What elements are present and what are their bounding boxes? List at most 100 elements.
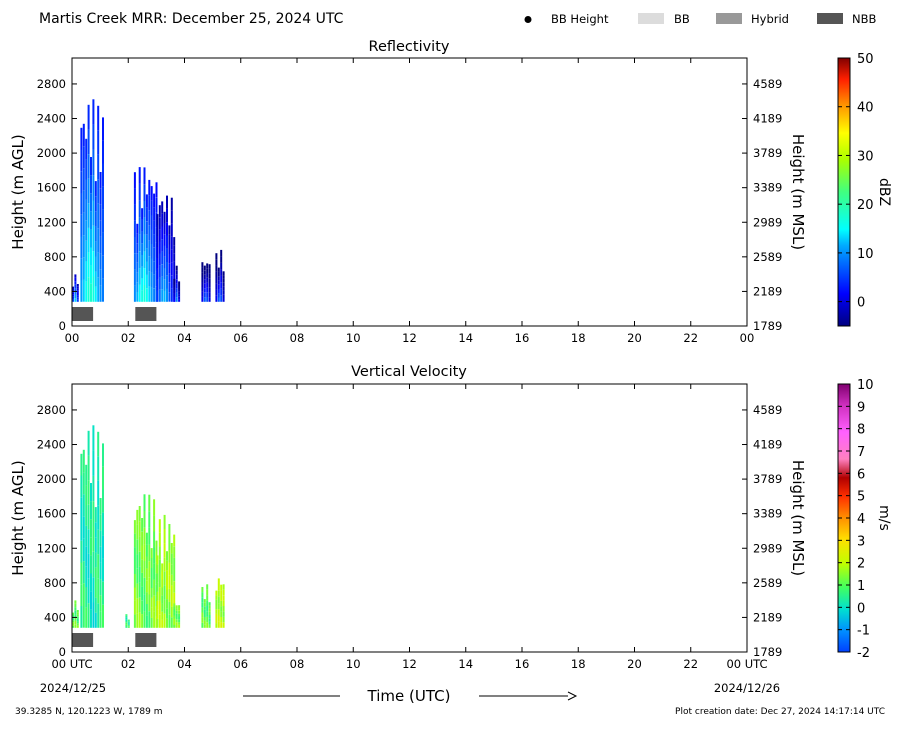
echo-strip [208, 624, 211, 628]
echo-strip [97, 179, 100, 204]
echo-strip [166, 580, 168, 590]
echo-strip [222, 600, 225, 606]
x-tick-label: 14 [458, 657, 473, 671]
echo-strip [82, 146, 85, 169]
colorbar-tick-label: 1 [857, 579, 865, 594]
echo-strip [222, 278, 225, 283]
echo-strip [217, 590, 220, 597]
echo-strip [178, 610, 181, 614]
echo-strip [125, 621, 128, 623]
echo-strip [94, 271, 97, 287]
echo-column [156, 514, 176, 628]
echo-strip [74, 294, 77, 299]
echo-strip [148, 528, 151, 545]
echo-strip [178, 608, 181, 611]
echo-strip [173, 287, 176, 291]
x-tick-label: 02 [121, 331, 136, 345]
echo-strip [222, 290, 225, 295]
echo-strip [161, 226, 164, 239]
echo-strip [166, 608, 168, 619]
echo-strip [158, 205, 161, 218]
echo-strip [206, 622, 209, 628]
echo-strip [76, 616, 79, 619]
echo-strip [102, 278, 104, 302]
echo-strip [173, 581, 176, 593]
echo-strip [125, 617, 128, 620]
echo-strip [143, 201, 146, 218]
echo-strip [217, 584, 220, 591]
echo-strip [161, 603, 164, 612]
echo-strip [206, 600, 209, 606]
echo-strip [173, 290, 176, 294]
echo-strip [145, 248, 148, 262]
echo-strip [99, 546, 102, 563]
echo-strip [127, 620, 130, 622]
echo-strip [74, 274, 77, 278]
echo-strip [143, 167, 146, 185]
echo-strip [133, 520, 136, 534]
x-tick-label: 10 [346, 657, 361, 671]
bright-band-marker [135, 307, 157, 321]
echo-strip [94, 181, 97, 197]
echo-strip [82, 190, 85, 213]
echo-strip [153, 515, 156, 532]
echo-strip [148, 577, 151, 595]
echo-strip [80, 280, 83, 302]
echo-strip [166, 618, 168, 628]
echo-strip [74, 600, 77, 604]
echo-strip [127, 622, 130, 624]
echo-column [133, 494, 158, 628]
echo-strip [203, 274, 206, 280]
echo-strip [217, 578, 220, 585]
echo-strip [170, 236, 173, 250]
colorbar-tick-label: 10 [857, 247, 874, 262]
echo-strip [76, 610, 79, 613]
echo-strip [215, 265, 218, 272]
echo-strip [173, 606, 176, 610]
echo-strip [170, 585, 173, 596]
echo-strip [148, 179, 151, 196]
echo-strip [222, 606, 225, 612]
echo-strip [145, 580, 148, 593]
echo-strip [85, 159, 88, 180]
echo-strip [80, 562, 83, 585]
echo-strip [143, 594, 146, 612]
echo-strip [156, 609, 159, 619]
echo-strip [156, 564, 159, 574]
colorbar-tick-label: -1 [857, 624, 870, 639]
echo-strip [168, 524, 171, 537]
echo-strip [133, 269, 136, 286]
echo-strip [208, 287, 211, 293]
echo-strip [170, 262, 173, 276]
y-tick-label: 0 [59, 319, 66, 333]
echo-strip [136, 613, 139, 628]
echo-strip [215, 283, 218, 290]
echo-strip [97, 505, 100, 530]
echo-strip [145, 194, 148, 208]
echo-strip [203, 279, 206, 284]
echo-strip [127, 625, 130, 627]
echo-strip [161, 611, 164, 620]
echo-strip [80, 149, 83, 172]
echo-strip [102, 209, 104, 233]
echo-column [72, 600, 79, 628]
echo-strip [158, 546, 161, 560]
x-tick-label: 04 [177, 657, 192, 671]
echo-strip [136, 233, 139, 244]
echo-strip [206, 584, 209, 590]
colorbar-tick-label: 3 [857, 534, 865, 549]
echo-strip [170, 223, 173, 237]
echo-strip [85, 464, 88, 486]
echo-strip [92, 200, 95, 226]
echo-strip [145, 568, 148, 581]
echo-strip [90, 483, 92, 502]
echo-strip [72, 620, 74, 623]
echo-strip [136, 554, 139, 569]
echo-strip [170, 574, 173, 586]
echo-strip [92, 475, 95, 502]
echo-strip [156, 279, 159, 291]
echo-strip [220, 590, 223, 596]
echo-strip [74, 620, 77, 625]
echo-strip [173, 557, 176, 570]
echo-strip [161, 201, 164, 214]
